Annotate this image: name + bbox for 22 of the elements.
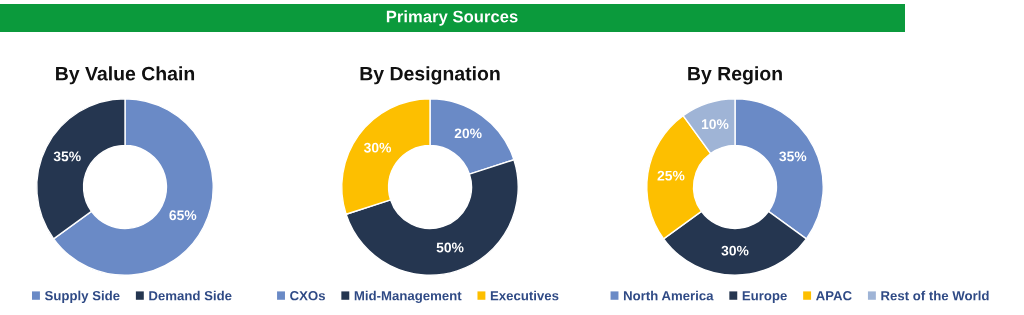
data-label: 20%: [454, 128, 482, 139]
legend-label: APAC: [816, 291, 852, 301]
legend-label: Mid-Management: [354, 290, 462, 304]
legend-label: Rest of the World: [881, 290, 989, 301]
data-label: 30%: [721, 245, 749, 256]
data-label: 65%: [169, 210, 197, 221]
legend-label: Europe: [742, 291, 787, 303]
text: Primary Sources: [386, 10, 518, 26]
data-label: 35%: [779, 151, 807, 162]
data-label: 50%: [436, 242, 464, 253]
chart-title: By Designation: [360, 66, 500, 85]
data-label: 30%: [363, 142, 392, 153]
legend-label: Demand Side: [149, 290, 232, 301]
chart-title: By Value Chain: [56, 66, 195, 85]
legend-label: North America: [623, 290, 714, 301]
legend-label: CXOs: [290, 291, 325, 301]
data-label: 10%: [701, 119, 729, 130]
data-label: 25%: [657, 170, 685, 181]
chart-title: By Region: [688, 66, 782, 85]
legend-label: Supply Side: [44, 290, 120, 303]
legend-label: Executives: [490, 290, 559, 301]
data-label: 35%: [53, 151, 81, 162]
